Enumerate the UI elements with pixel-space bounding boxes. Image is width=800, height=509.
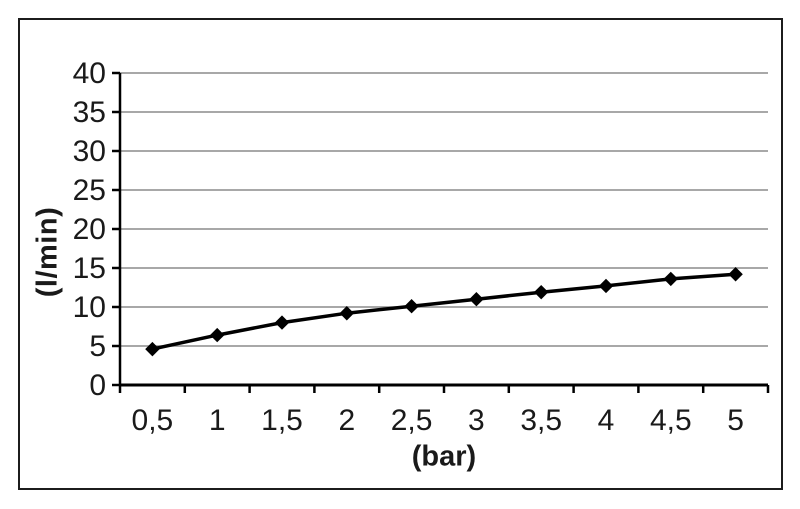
y-axis-title: (l/min) <box>31 206 64 298</box>
y-tick-label-30: 30 <box>73 135 106 168</box>
y-tick-label-20: 20 <box>73 213 106 246</box>
x-tick-label-3: 2 <box>338 404 355 437</box>
x-tick-label-7: 4 <box>598 404 615 437</box>
x-tick-label-6: 3,5 <box>520 404 562 437</box>
data-point-marker-2 <box>274 315 290 330</box>
series-line <box>150 272 738 351</box>
data-point-marker-0 <box>145 341 160 357</box>
data-point-marker-5 <box>469 291 484 307</box>
y-tick-label-40: 40 <box>73 57 106 90</box>
data-point-marker-6 <box>533 284 549 300</box>
y-tick-label-15: 15 <box>73 252 106 285</box>
x-tick-label-0: 0,5 <box>132 404 174 437</box>
x-tick-label-4: 2,5 <box>391 404 433 437</box>
x-tick-label-2: 1,5 <box>261 404 303 437</box>
chart-frame <box>18 18 783 490</box>
x-tick-label-8: 4,5 <box>650 404 692 437</box>
x-tick-label-5: 3 <box>468 404 485 437</box>
x-tick-label-9: 5 <box>727 404 744 437</box>
data-point-marker-3 <box>339 306 355 321</box>
x-axis-title: (bar) <box>411 440 477 473</box>
y-tick-label-35: 35 <box>73 96 106 129</box>
data-point-marker-4 <box>404 299 419 314</box>
y-tick-label-5: 5 <box>89 330 106 363</box>
data-point-marker-7 <box>598 278 614 294</box>
x-tick-label-1: 1 <box>209 404 226 437</box>
data-point-marker-9 <box>728 267 743 282</box>
y-tick-label-10: 10 <box>73 291 106 324</box>
data-point-marker-8 <box>663 271 679 287</box>
y-tick-label-25: 25 <box>73 174 106 207</box>
y-tick-label-0: 0 <box>89 369 106 402</box>
data-point-marker-1 <box>209 327 225 343</box>
